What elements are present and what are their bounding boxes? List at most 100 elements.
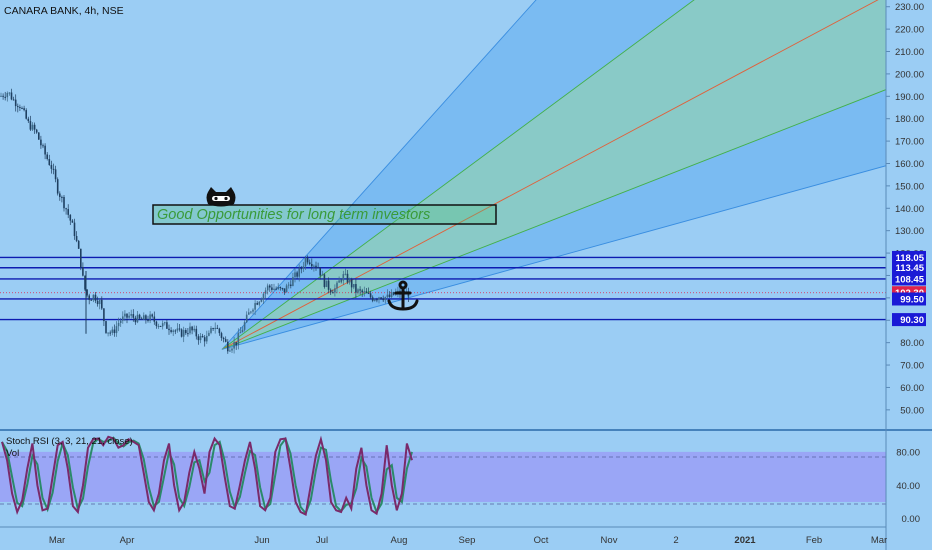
candle-body: [17, 106, 19, 108]
candle-body: [233, 342, 235, 349]
candle-body: [392, 292, 395, 295]
y-tick-label: 130.00: [895, 226, 924, 237]
candle-body: [201, 335, 204, 338]
candle-body: [23, 108, 25, 111]
x-tick-label: Nov: [601, 535, 618, 546]
candle-body: [84, 275, 86, 290]
candle-body: [334, 288, 336, 293]
cat-mascot-icon: [206, 187, 236, 207]
candle-body: [220, 333, 223, 338]
candle-body: [281, 288, 284, 290]
candle-body: [224, 339, 227, 342]
candle-body: [369, 293, 372, 298]
candle-body: [172, 330, 174, 332]
y-tick-label: 160.00: [895, 159, 924, 170]
candle-body: [292, 277, 294, 286]
candle-body: [122, 316, 124, 321]
candle-body: [29, 121, 32, 130]
candle-body: [168, 328, 170, 331]
candle-body: [342, 274, 345, 281]
chart-title: CANARA BANK, 4h, NSE: [4, 5, 124, 17]
y-tick-label: 190.00: [895, 92, 924, 103]
candle-body: [75, 236, 78, 241]
candle-body: [164, 322, 166, 324]
x-tick-label: Mar: [871, 535, 887, 546]
candle-body: [208, 332, 210, 336]
annotation-box[interactable]: Good Opportunities for long term investo…: [152, 204, 497, 225]
candle-body: [353, 284, 355, 288]
candle-body: [54, 169, 57, 180]
candle-body: [166, 322, 168, 329]
candle-body: [371, 297, 374, 301]
candle-body: [306, 257, 309, 263]
candle-body: [189, 326, 191, 334]
candle-body: [231, 348, 233, 351]
x-tick-label: Mar: [49, 535, 65, 546]
price-level-label: 108.45: [895, 274, 925, 285]
x-tick-label: Sep: [459, 535, 476, 546]
x-tick-label: Jul: [316, 535, 328, 546]
candle-body: [313, 265, 315, 267]
anchor-icon: [387, 280, 419, 311]
candle-body: [386, 294, 389, 298]
candle-body: [227, 341, 229, 352]
candle-body: [283, 288, 286, 293]
candle-body: [59, 193, 61, 197]
candle-body: [182, 330, 185, 337]
candle-body: [12, 99, 15, 101]
candle-body: [269, 285, 271, 288]
time-axis[interactable]: Mar Apr Jun Jul Aug Sep Oct Nov 2 2021 Feb Mar: [49, 535, 887, 546]
price-level-label: 118.05: [895, 253, 924, 264]
candle-body: [185, 330, 187, 334]
candle-body: [67, 209, 69, 215]
price-label-box: [892, 261, 926, 275]
candle-body: [210, 327, 212, 333]
candle-body: [8, 92, 11, 94]
candle-body: [113, 329, 116, 334]
candle-body: [340, 280, 342, 282]
candle-body: [214, 327, 216, 330]
candle-body: [38, 132, 40, 140]
candle-body: [304, 257, 307, 267]
candle-body: [252, 309, 254, 312]
candle-body: [90, 299, 93, 301]
candle-body: [302, 266, 305, 269]
candle-body: [111, 329, 114, 333]
candle-body: [376, 299, 378, 301]
candle-body: [344, 273, 347, 275]
price-candles: [0, 88, 410, 354]
candle-body: [132, 314, 135, 318]
candle-body: [218, 328, 221, 334]
candle-body: [145, 315, 147, 320]
candle-body: [86, 289, 88, 296]
candle-body: [0, 95, 2, 97]
candle-body: [378, 297, 380, 300]
candle-body: [229, 350, 231, 352]
candle-body: [237, 333, 240, 346]
candle-body: [294, 272, 296, 278]
candle-body: [222, 337, 225, 340]
x-tick-label: 2021: [734, 535, 756, 546]
price-level-label: 90.30: [900, 315, 924, 326]
candle-body: [56, 179, 59, 194]
candle-body: [27, 118, 30, 122]
y-tick-label: 220.00: [895, 25, 924, 36]
candle-body: [357, 289, 359, 293]
candle-body: [31, 124, 34, 130]
candle-body: [311, 263, 313, 267]
stoch-axis[interactable]: 0.00 40.00 80.00: [896, 447, 920, 525]
candle-body: [273, 288, 275, 290]
candle-body: [241, 329, 244, 333]
candle-body: [287, 284, 290, 286]
candle-body: [130, 314, 132, 316]
candle-body: [101, 299, 103, 309]
candle-body: [346, 273, 349, 283]
candle-body: [52, 168, 55, 170]
candle-body: [329, 289, 332, 293]
y-tick-label: 50.00: [900, 405, 924, 416]
stoch-tick-label: 40.00: [896, 481, 920, 492]
stoch-k-line: [1, 435, 413, 516]
candle-body: [178, 328, 181, 330]
candle-body: [187, 333, 189, 335]
